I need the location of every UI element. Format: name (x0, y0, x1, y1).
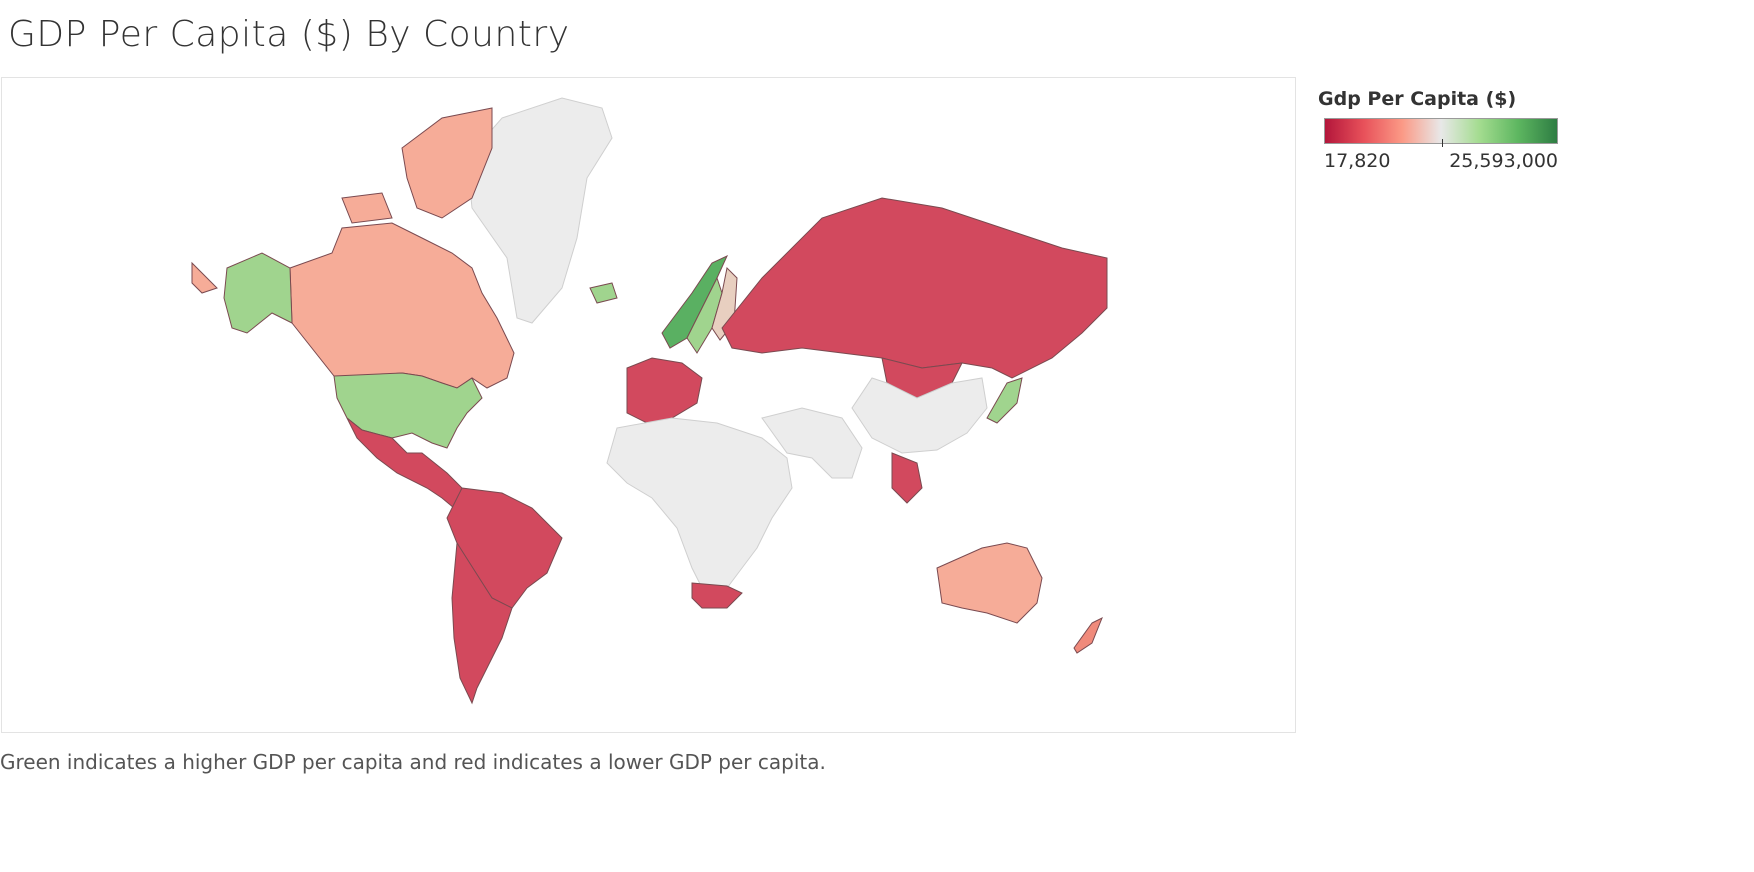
color-legend: Gdp Per Capita ($) 17,820 25,593,000 (1318, 88, 1558, 176)
region-china[interactable] (851, 377, 988, 454)
region-japan[interactable] (986, 377, 1023, 424)
region-brazil[interactable] (446, 487, 563, 609)
region-south-africa[interactable] (691, 582, 743, 609)
region-australia[interactable] (936, 542, 1043, 624)
map-svg (191, 97, 1108, 705)
region-se-asia[interactable] (891, 452, 923, 504)
world-map[interactable] (1, 77, 1296, 733)
region-africa[interactable] (606, 417, 793, 599)
legend-tick (1442, 139, 1443, 147)
region-canada[interactable] (289, 222, 515, 389)
region-europe-west[interactable] (626, 357, 703, 424)
legend-title: Gdp Per Capita ($) (1318, 88, 1517, 110)
legend-min-label: 17,820 (1324, 150, 1391, 172)
region-russia[interactable] (721, 197, 1108, 379)
region-alaska-west[interactable] (191, 261, 218, 294)
legend-labels: 17,820 25,593,000 (1318, 150, 1558, 176)
region-middle-east[interactable] (761, 407, 863, 479)
region-alaska[interactable] (223, 252, 293, 334)
legend-gradient-bar (1324, 118, 1558, 147)
page-title: GDP Per Capita ($) By Country (8, 14, 570, 55)
region-canada-arctic[interactable] (341, 107, 493, 224)
region-new-zealand[interactable] (1073, 616, 1103, 654)
region-greenland[interactable] (466, 97, 613, 324)
region-argentina-chile[interactable] (451, 541, 513, 705)
region-iceland[interactable] (589, 282, 618, 304)
legend-max-label: 25,593,000 (1449, 150, 1558, 172)
caption: Green indicates a higher GDP per capita … (0, 750, 826, 774)
